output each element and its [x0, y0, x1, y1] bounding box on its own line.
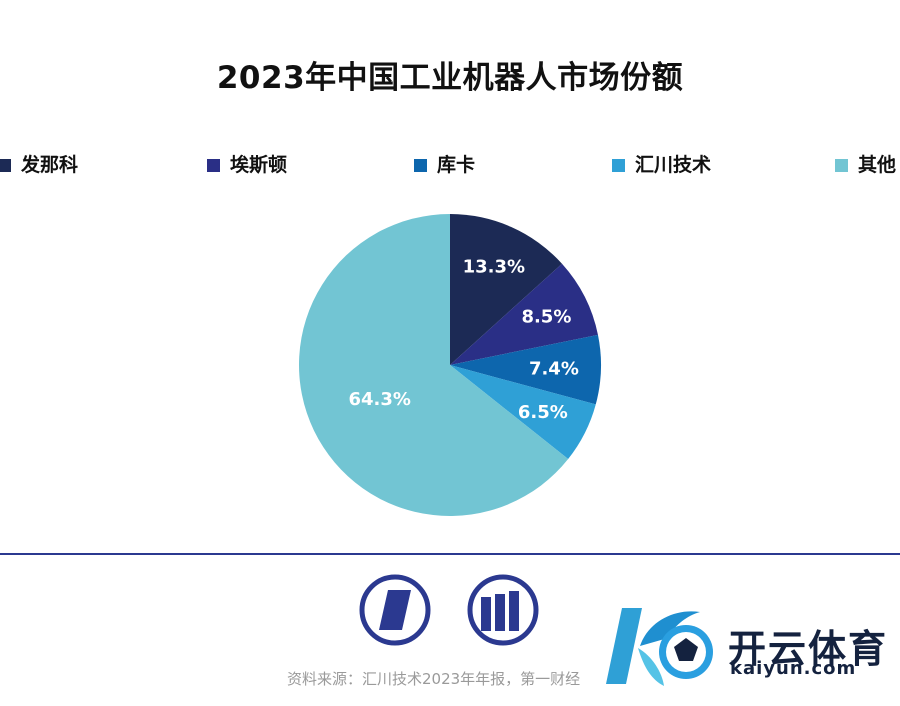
- pie-slice-2: [450, 334, 602, 405]
- pie-slice-3: [450, 365, 596, 460]
- legend-swatch-estun: [207, 158, 220, 172]
- pie-data-label-4: 64.3%: [348, 389, 410, 410]
- pie-data-label-2: 7.4%: [529, 358, 579, 379]
- bar-columns-logo-icon: [467, 574, 539, 646]
- legend-label-fanuc: 发那科: [21, 154, 79, 176]
- legend-label-estun: 埃斯顿: [230, 154, 288, 176]
- source-note: 资料来源：汇川技术2023年年报，第一财经: [287, 670, 581, 688]
- watermark-domain: kaiyun.com: [730, 658, 857, 679]
- watermark: 开云体育 kaiyun.com: [604, 600, 894, 692]
- parallelogram-logo-icon: [359, 574, 431, 646]
- legend-label-kuka: 库卡: [437, 154, 476, 176]
- pie-slice-0: [450, 214, 562, 365]
- legend-item-fanuc: 发那科: [0, 153, 78, 177]
- legend-item-kuka: 库卡: [414, 153, 475, 177]
- pie-data-label-1: 8.5%: [521, 306, 571, 327]
- legend-item-inovance: 汇川技术: [612, 153, 711, 177]
- pie-slice-1: [450, 263, 598, 365]
- chart-title: 2023年中国工业机器人市场份额: [216, 60, 684, 96]
- k-soccer-ball-logo-icon: [606, 608, 713, 686]
- footer-divider: [0, 553, 900, 555]
- pie-data-label-0: 13.3%: [463, 256, 525, 277]
- legend-swatch-inovance: [612, 158, 625, 172]
- pie-slice-4: [298, 214, 569, 516]
- pie-data-label-3: 6.5%: [518, 402, 568, 423]
- legend-label-inovance: 汇川技术: [635, 154, 712, 176]
- legend-item-others: 其他: [835, 153, 896, 177]
- legend-swatch-fanuc: [0, 158, 11, 172]
- legend-label-others: 其他: [858, 154, 897, 176]
- legend-swatch-others: [835, 158, 848, 172]
- watermark-brand: 开云体育: [728, 627, 889, 671]
- legend-swatch-kuka: [414, 158, 427, 172]
- legend-item-estun: 埃斯顿: [207, 153, 287, 177]
